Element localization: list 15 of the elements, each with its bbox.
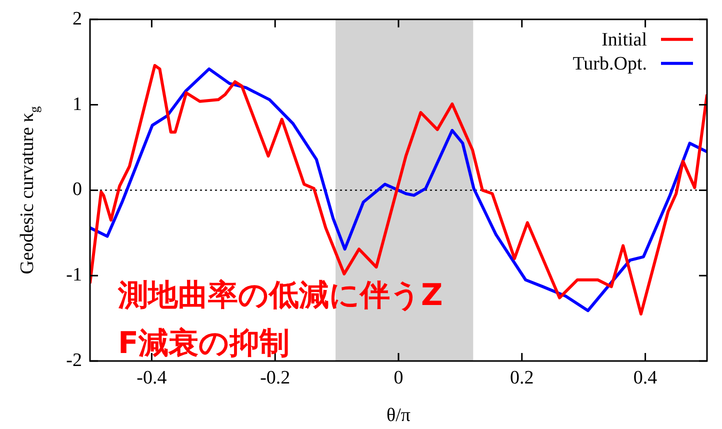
- legend-label: Turb.Opt.: [572, 53, 647, 74]
- y-tick-label: 2: [72, 8, 82, 30]
- y-tick-label: 1: [72, 94, 82, 115]
- annotation: 測地曲率の低減に伴うZF減衰の抑制: [117, 278, 443, 361]
- x-tick-label: 0.4: [633, 367, 658, 388]
- x-axis-title: θ/π: [386, 405, 411, 426]
- y-tick-label: -1: [66, 264, 82, 286]
- y-axis-title: Geodesic curvature κg: [17, 106, 42, 274]
- y-tick-label: -2: [66, 350, 82, 371]
- y-tick-label: 0: [72, 179, 82, 200]
- x-tick-label: 0: [394, 367, 404, 388]
- x-tick-label: 0.2: [510, 367, 534, 388]
- x-tick-label: -0.4: [136, 367, 168, 388]
- legend-label: Initial: [602, 29, 647, 50]
- x-tick-label: -0.2: [260, 367, 290, 388]
